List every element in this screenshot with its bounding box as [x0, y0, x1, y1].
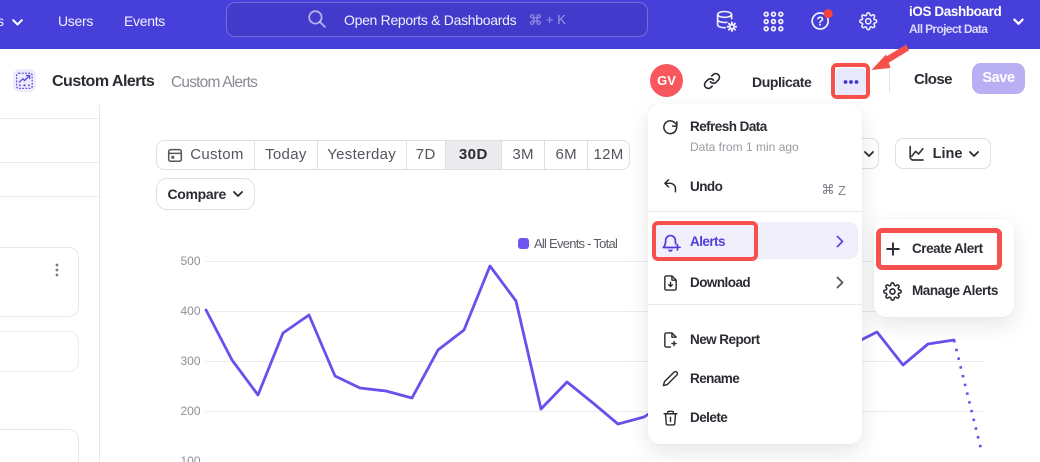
svg-text:?: ? [816, 14, 824, 28]
